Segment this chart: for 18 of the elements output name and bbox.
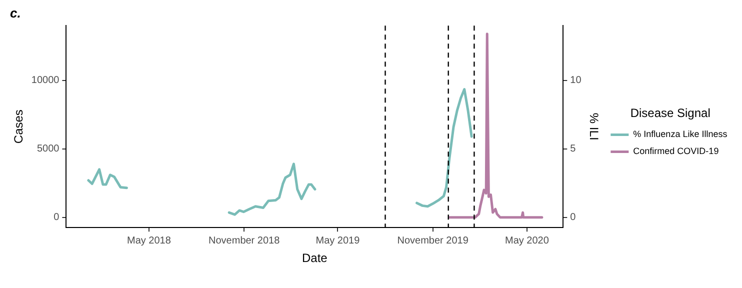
legend-label: Confirmed COVID-19 (633, 146, 719, 156)
y2-tick-label: 10 (570, 75, 582, 86)
y2-tick-label: 5 (570, 144, 576, 155)
x-tick-label: May 2018 (126, 235, 172, 246)
y2-axis-title: % ILI (587, 112, 602, 140)
y-tick-label: 10000 (31, 75, 60, 86)
y2-tick-label: 0 (570, 212, 576, 224)
y-axis-title: Cases (12, 110, 26, 144)
x-axis-title: Date (302, 251, 328, 266)
x-tick-label: May 2019 (316, 235, 360, 246)
legend-label: % Influenza Like Illness (633, 129, 728, 140)
y-tick-label: 5000 (36, 144, 60, 155)
chart-title: c. (10, 5, 21, 20)
x-tick-label: May 2020 (504, 235, 550, 246)
legend-title: Disease Signal (630, 106, 710, 120)
x-tick-label: November 2018 (208, 235, 280, 246)
y-tick-label: 0 (54, 212, 60, 224)
x-tick-label: November 2019 (397, 235, 469, 246)
